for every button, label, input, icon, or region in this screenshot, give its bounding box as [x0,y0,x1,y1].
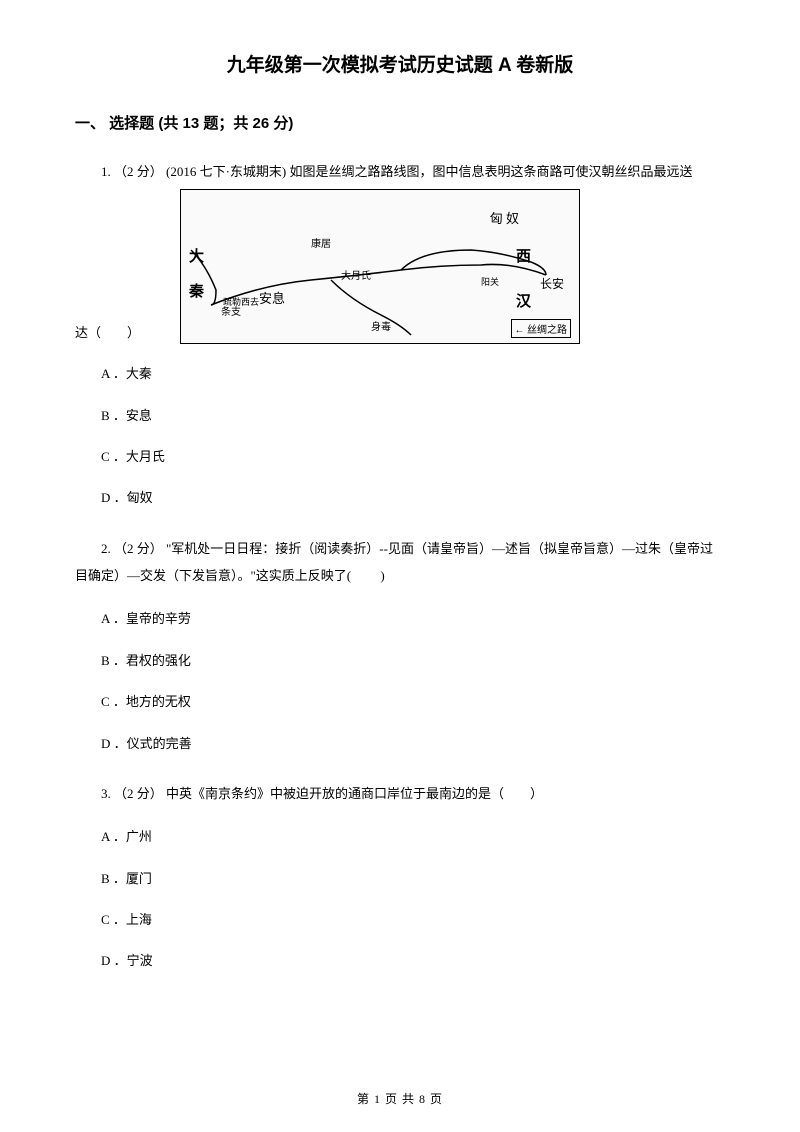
map-label-yangguan: 阳关 [481,275,499,288]
q1-da-text: 达（ ） [75,322,140,344]
section-header: 一、 选择题 (共 13 题；共 26 分) [75,112,725,133]
q3-text: 3. （2 分） 中英《南京条约》中被迫开放的通商口岸位于最南边的是（ ） [75,780,725,807]
map-label-xi: 西 [516,245,531,266]
page-footer: 第 1 页 共 8 页 [0,1090,800,1107]
q3-option-a: A ．广州 [75,825,725,848]
map-label-changan: 长安 [540,275,564,292]
map-label-qin: 秦 [189,280,204,301]
q3-option-b: B ．厦门 [75,867,725,890]
q2-option-c: C ．地方的无权 [75,690,725,713]
map-label-dayuezhi: 大月氏 [341,267,371,282]
map-label-anxi: 安息 [259,288,285,307]
map-label-sutewest: 疏勒西去 [223,295,259,308]
q3-option-d: D ．宁波 [75,949,725,972]
q2-option-d: D ．仪式的完善 [75,732,725,755]
question-3: 3. （2 分） 中英《南京条约》中被迫开放的通商口岸位于最南边的是（ ） A … [75,780,725,973]
silk-road-map: 匈 奴 大 秦 安息 西 长安 汉 身毒 条支 康居 大月氏 阳关 疏勒西去 ←… [180,189,580,344]
question-2: 2. （2 分） "军机处一日日程：接折（阅读奏折）--见面（请皇帝旨）—述旨（… [75,535,725,755]
map-label-kangju: 康居 [311,235,331,250]
q2-text: 2. （2 分） "军机处一日日程：接折（阅读奏折）--见面（请皇帝旨）—述旨（… [75,535,725,590]
q2-option-b: B ．君权的强化 [75,649,725,672]
map-label-han: 汉 [516,290,531,311]
map-label-shentu: 身毒 [371,318,391,333]
q3-option-c: C ．上海 [75,908,725,931]
question-1: 1. （2 分） (2016 七下·东城期末) 如图是丝绸之路路线图，图中信息表… [75,158,725,510]
q1-option-d: D ．匈奴 [75,486,725,509]
map-label-xiongnu: 匈 奴 [490,208,519,227]
map-label-da: 大 [189,245,204,266]
map-legend: ← 丝绸之路 [511,319,572,338]
q1-text: 1. （2 分） (2016 七下·东城期末) 如图是丝绸之路路线图，图中信息表… [75,158,725,185]
q1-option-a: A ．大秦 [75,362,725,385]
q2-option-a: A ．皇帝的辛劳 [75,607,725,630]
q1-option-b: B ．安息 [75,404,725,427]
exam-title: 九年级第一次模拟考试历史试题 A 卷新版 [75,50,725,77]
q1-option-c: C ．大月氏 [75,445,725,468]
